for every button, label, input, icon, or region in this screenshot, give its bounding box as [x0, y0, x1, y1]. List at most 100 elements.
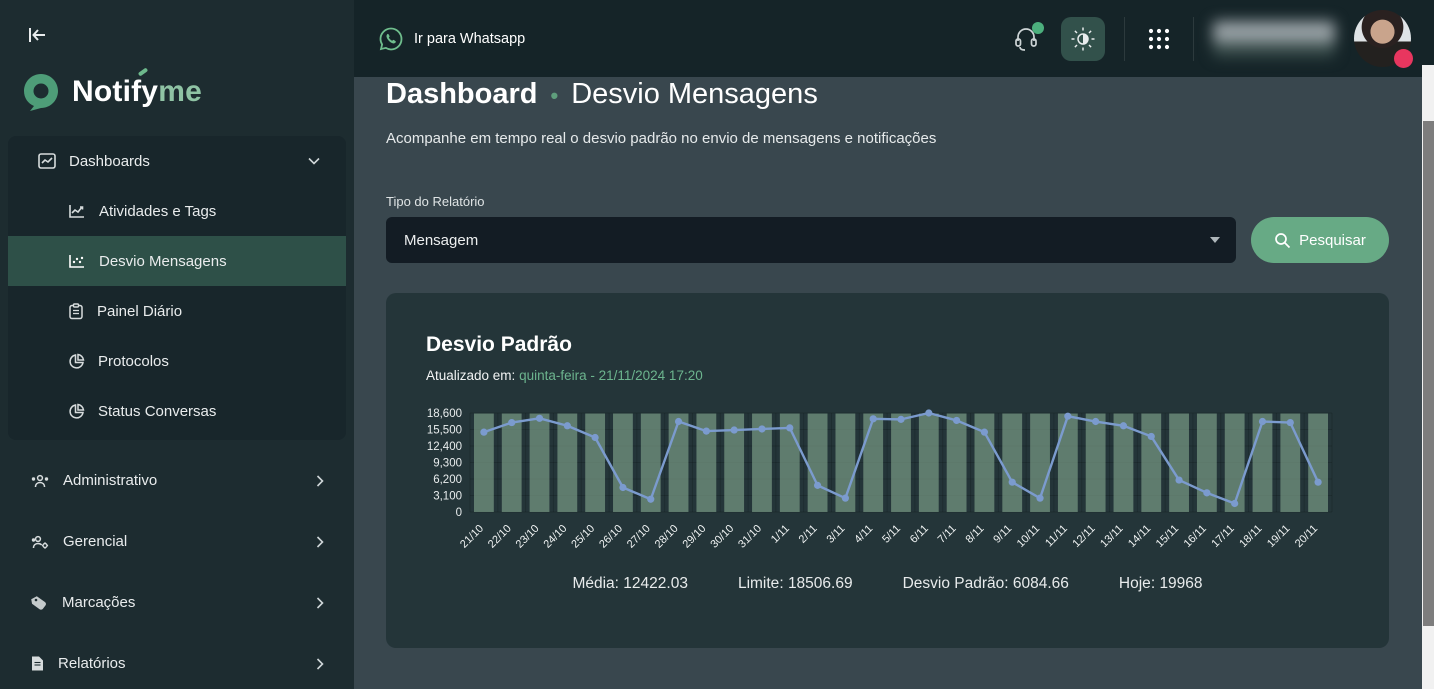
clipboard-icon	[68, 302, 84, 320]
page-title: Dashboard • Desvio Mensagens	[386, 78, 1389, 111]
sidebar-item-painel-diario[interactable]: Painel Diário	[8, 286, 346, 336]
chevron-right-icon	[316, 596, 324, 609]
whatsapp-icon	[379, 27, 403, 50]
stat-hoje: Hoje: 19968	[1118, 575, 1203, 592]
filter-row: Mensagem Pesquisar	[386, 217, 1389, 263]
brand-primary: Notify	[72, 75, 159, 108]
svg-text:17/11: 17/11	[1209, 523, 1236, 550]
topbar: Ir para Whatsapp	[354, 0, 1434, 77]
svg-text:12/11: 12/11	[1070, 523, 1097, 550]
report-type-label: Tipo do Relatório	[386, 194, 485, 209]
document-icon	[30, 655, 45, 672]
updated-value: quinta-feira - 21/11/2024 17:20	[519, 368, 703, 383]
desvio-padrao-card: Desvio Padrão Atualizado em: quinta-feir…	[386, 293, 1389, 648]
sidebar-item-label: Desvio Mensagens	[99, 252, 227, 270]
svg-text:2/11: 2/11	[797, 523, 820, 546]
status-dot	[1394, 49, 1413, 68]
chevron-down-icon	[308, 157, 320, 165]
chart-stats-row: Média: 12422.03 Limite: 18506.69 Desvio …	[426, 575, 1349, 593]
notification-badge	[1032, 21, 1044, 34]
svg-text:0: 0	[456, 507, 462, 519]
sidebar-item-atividades-e-tags[interactable]: Atividades e Tags	[8, 186, 346, 236]
sidebar-item-marcacoes[interactable]: Marcações	[0, 572, 354, 633]
svg-text:3/11: 3/11	[824, 523, 847, 546]
sidebar-bottom-nav: Administrativo Gerencial Marcações	[0, 450, 354, 689]
sidebar-item-status-conversas[interactable]: Status Conversas	[8, 386, 346, 436]
sidebar-item-relatorios[interactable]: Relatórios	[0, 633, 354, 689]
select-caret-icon	[1210, 237, 1220, 243]
sidebar: Notifyme Dashboards Atividades e Tags De…	[0, 0, 354, 689]
updated-label: Atualizado em:	[426, 368, 516, 383]
theme-toggle-button[interactable]	[1061, 16, 1105, 61]
activity-chart-icon	[68, 203, 86, 219]
brand-accent: me	[158, 75, 202, 108]
vertical-scrollbar[interactable]	[1422, 65, 1434, 689]
pie-chart-icon	[68, 353, 85, 370]
sidebar-item-dashboards[interactable]: Dashboards	[8, 136, 346, 186]
topbar-right-group	[1010, 10, 1413, 68]
logo[interactable]: Notifyme	[22, 67, 354, 112]
svg-text:7/11: 7/11	[936, 523, 959, 546]
svg-text:22/10: 22/10	[486, 523, 514, 551]
line-chart-icon	[38, 153, 56, 169]
sidebar-item-label: Dashboards	[69, 152, 150, 170]
chevron-right-icon	[316, 535, 324, 548]
pie-chart-icon	[68, 403, 85, 420]
user-name-blurred[interactable]	[1213, 20, 1335, 57]
topbar-divider	[1193, 16, 1194, 61]
brand-name: Notifyme	[72, 67, 202, 109]
svg-text:4/11: 4/11	[852, 523, 875, 546]
page-content: Dashboard • Desvio Mensagens Acompanhe e…	[354, 77, 1434, 689]
svg-text:29/10: 29/10	[681, 523, 709, 551]
svg-text:18,600: 18,600	[427, 408, 462, 420]
search-button[interactable]: Pesquisar	[1251, 217, 1389, 263]
search-icon	[1275, 232, 1291, 248]
svg-text:19/11: 19/11	[1265, 523, 1292, 550]
avatar[interactable]	[1354, 10, 1413, 68]
svg-text:6/11: 6/11	[908, 523, 931, 546]
topbar-divider	[1124, 16, 1125, 61]
svg-text:9,300: 9,300	[433, 458, 462, 470]
main-column: Ir para Whatsapp	[354, 0, 1434, 689]
svg-text:13/11: 13/11	[1098, 523, 1125, 550]
sidebar-item-administrativo[interactable]: Administrativo	[0, 450, 354, 511]
report-type-select[interactable]: Mensagem	[386, 217, 1236, 263]
svg-text:21/10: 21/10	[458, 523, 486, 551]
support-button[interactable]	[1010, 21, 1044, 55]
svg-text:24/10: 24/10	[541, 523, 569, 551]
collapse-sidebar-icon	[29, 28, 45, 42]
svg-text:27/10: 27/10	[625, 523, 653, 551]
sidebar-item-label: Atividades e Tags	[99, 202, 217, 220]
sidebar-item-desvio-mensagens[interactable]: Desvio Mensagens	[8, 236, 346, 286]
svg-text:9/11: 9/11	[991, 523, 1014, 546]
svg-text:28/10: 28/10	[653, 523, 681, 551]
whatsapp-link[interactable]: Ir para Whatsapp	[378, 26, 525, 52]
sidebar-item-label: Status Conversas	[98, 402, 217, 420]
scrollbar-thumb[interactable]	[1423, 121, 1434, 626]
sidebar-item-label: Relatórios	[58, 655, 126, 672]
svg-text:1/11: 1/11	[769, 523, 792, 546]
chevron-right-icon	[316, 474, 324, 487]
scatter-chart-icon	[68, 253, 86, 269]
updated-line: Atualizado em: quinta-feira - 21/11/2024…	[426, 368, 1349, 383]
breadcrumb-separator: •	[550, 82, 559, 108]
svg-text:5/11: 5/11	[880, 523, 903, 546]
headset-icon	[1015, 27, 1037, 51]
sidebar-item-label: Painel Diário	[97, 302, 183, 320]
svg-text:18/11: 18/11	[1237, 523, 1264, 550]
svg-text:26/10: 26/10	[597, 523, 625, 551]
chevron-right-icon	[316, 657, 324, 670]
apps-grid-button[interactable]	[1144, 24, 1174, 54]
search-button-label: Pesquisar	[1299, 231, 1366, 249]
stat-desvio-padrao: Desvio Padrão: 6084.66	[902, 575, 1069, 592]
sidebar-item-protocolos[interactable]: Protocolos	[8, 336, 346, 386]
sidebar-item-label: Protocolos	[98, 352, 169, 370]
svg-text:31/10: 31/10	[736, 523, 764, 551]
sidebar-item-gerencial[interactable]: Gerencial	[0, 511, 354, 572]
breadcrumb-primary: Dashboard	[386, 78, 538, 110]
svg-text:8/11: 8/11	[963, 523, 986, 546]
sidebar-collapse-button[interactable]	[26, 24, 48, 46]
svg-text:12,400: 12,400	[427, 441, 462, 453]
stat-limite: Limite: 18506.69	[737, 575, 853, 592]
